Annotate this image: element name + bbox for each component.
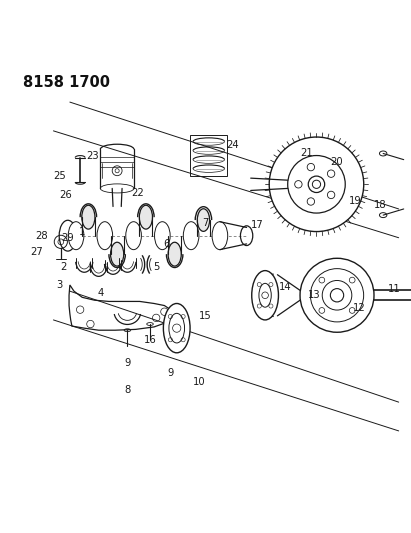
Text: 20: 20	[331, 157, 343, 167]
Ellipse shape	[252, 271, 279, 320]
Ellipse shape	[155, 222, 170, 249]
Ellipse shape	[111, 243, 124, 266]
Text: 6: 6	[163, 239, 170, 249]
Ellipse shape	[82, 205, 95, 229]
Text: 29: 29	[61, 233, 74, 243]
Text: 4: 4	[97, 288, 104, 298]
Text: 7: 7	[202, 219, 209, 228]
Ellipse shape	[139, 205, 152, 229]
Text: 12: 12	[353, 303, 366, 312]
Ellipse shape	[183, 222, 199, 249]
Text: 5: 5	[153, 262, 159, 271]
Ellipse shape	[59, 220, 76, 251]
Text: 27: 27	[30, 247, 44, 257]
Circle shape	[269, 137, 364, 231]
Ellipse shape	[97, 222, 113, 249]
Text: 28: 28	[35, 231, 47, 241]
Ellipse shape	[197, 209, 210, 231]
Text: 17: 17	[250, 221, 263, 230]
Ellipse shape	[126, 222, 141, 249]
Text: 14: 14	[279, 282, 292, 292]
Circle shape	[288, 156, 345, 213]
Text: 1: 1	[79, 227, 85, 237]
Text: 16: 16	[143, 335, 157, 345]
Text: 10: 10	[193, 377, 206, 386]
Text: 9: 9	[124, 358, 131, 368]
Ellipse shape	[212, 222, 228, 249]
Circle shape	[310, 269, 364, 322]
Circle shape	[300, 259, 374, 332]
Text: 15: 15	[199, 311, 212, 321]
Text: 23: 23	[86, 150, 99, 160]
Text: 19: 19	[349, 196, 362, 206]
Text: 25: 25	[53, 171, 66, 181]
Circle shape	[308, 176, 325, 192]
Text: 21: 21	[300, 149, 313, 158]
Polygon shape	[69, 285, 171, 330]
Text: 2: 2	[60, 262, 67, 271]
Text: 18: 18	[374, 200, 386, 210]
Text: 24: 24	[226, 140, 238, 150]
Ellipse shape	[163, 303, 190, 353]
Text: 3: 3	[56, 280, 63, 290]
Ellipse shape	[68, 222, 84, 249]
Text: 9: 9	[167, 368, 174, 378]
Text: 26: 26	[59, 190, 72, 199]
Text: 13: 13	[308, 290, 321, 300]
Bar	[190, 135, 227, 176]
Text: 11: 11	[388, 284, 401, 294]
Text: 22: 22	[131, 188, 144, 198]
Ellipse shape	[168, 243, 181, 266]
Text: 8: 8	[124, 385, 131, 395]
Text: 8158 1700: 8158 1700	[23, 75, 110, 91]
